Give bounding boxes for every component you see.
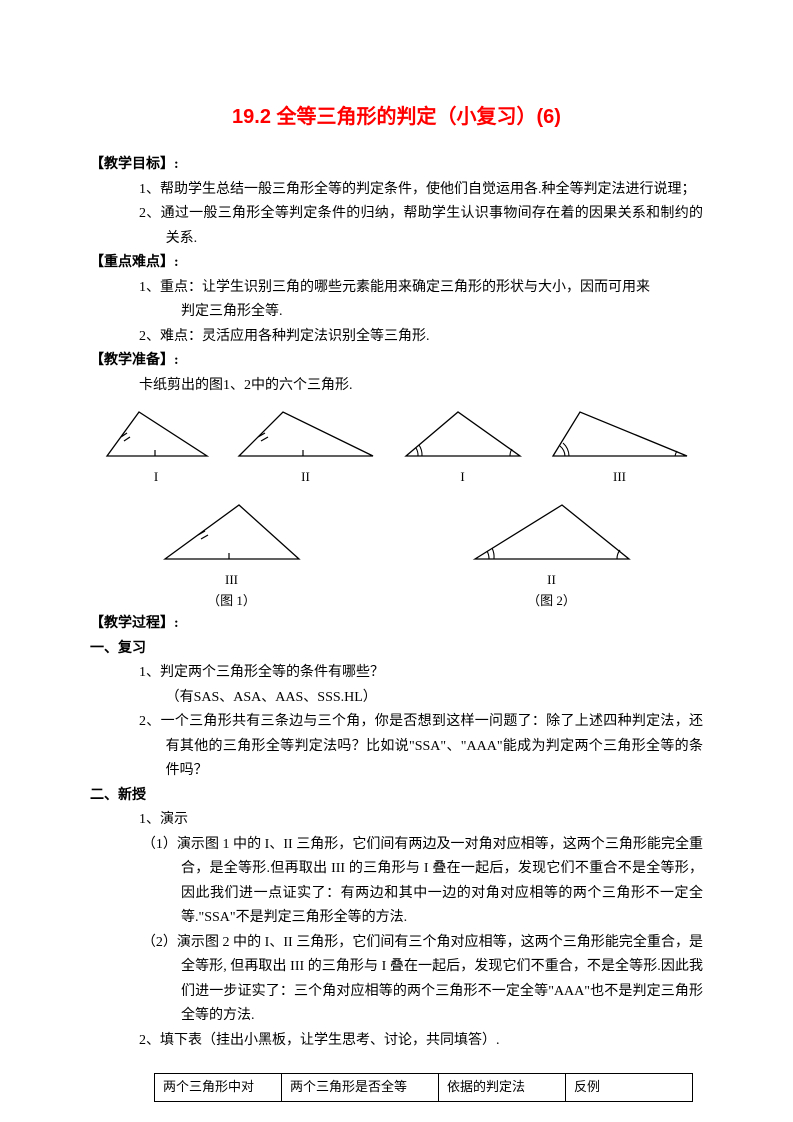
figure-row-1: I II I — [90, 404, 703, 489]
section-goals: 【教学目标】: — [90, 153, 703, 178]
triangle-fig2-III: III — [545, 404, 695, 489]
key-1b: 判定三角形全等. — [90, 300, 703, 325]
new-1: 1、演示 — [90, 808, 703, 833]
triangle-fig1-II: II — [231, 404, 381, 489]
triangle-fig1-III: III （图 1） — [157, 497, 307, 613]
section-process: 【教学过程】: — [90, 612, 703, 637]
fig-label: III — [225, 569, 238, 592]
figure-caption-2: （图 2） — [527, 590, 576, 613]
new-2: 2、填下表（挂出小黑板，让学生思考、讨论，共同填答）. — [90, 1029, 703, 1054]
fig-label: I — [154, 466, 158, 489]
table-header-4: 反例 — [566, 1074, 693, 1102]
key-1a: 1、重点：让学生识别三角的哪些元素能用来确定三角形的形状与大小，因而可用来 — [90, 276, 703, 301]
page-title: 19.2 全等三角形的判定（小复习）(6) — [90, 100, 703, 135]
triangle-fig1-I: I — [99, 404, 214, 489]
goal-2: 2、通过一般三角形全等判定条件的归纳，帮助学生认识事物间存在着的因果关系和制约的… — [90, 202, 703, 251]
h-review: 一、复习 — [90, 637, 703, 662]
triangle-fig2-II: II （图 2） — [467, 497, 637, 613]
table-header-2: 两个三角形是否全等 — [282, 1074, 439, 1102]
section-key-difficulty: 【重点难点】: — [90, 251, 703, 276]
triangle-fig2-I: I — [398, 404, 528, 489]
prep-1: 卡纸剪出的图1、2中的六个三角形. — [90, 374, 703, 399]
fig-label: II — [547, 569, 556, 592]
fig-label: I — [460, 466, 464, 489]
review-1a: （有SAS、ASA、AAS、SSS.HL） — [90, 686, 703, 711]
goal-1: 1、帮助学生总结一般三角形全等的判定条件，使他们自觉运用各.种全等判定法进行说理… — [90, 178, 703, 203]
summary-table: 两个三角形中对 两个三角形是否全等 依据的判定法 反例 — [154, 1073, 693, 1102]
table-header-1: 两个三角形中对 — [155, 1074, 282, 1102]
figure-caption-1: （图 1） — [207, 590, 256, 613]
difficulty-2: 2、难点：灵活应用各种判定法识别全等三角形. — [90, 325, 703, 350]
table-header-3: 依据的判定法 — [439, 1074, 566, 1102]
review-1: 1、判定两个三角形全等的条件有哪些？ — [90, 661, 703, 686]
new-1a: （1）演示图 1 中的 I、II 三角形，它们间有两边及一对角对应相等，这两个三… — [90, 833, 703, 931]
review-2: 2、一个三角形共有三条边与三个角，你是否想到这样一问题了：除了上述四种判定法，还… — [90, 710, 703, 784]
fig-label: II — [301, 466, 310, 489]
section-prep: 【教学准备】: — [90, 349, 703, 374]
fig-label: III — [613, 466, 626, 489]
new-1b: （2）演示图 2 中的 I、II 三角形，它们间有三个角对应相等，这两个三角形能… — [90, 931, 703, 1029]
h-new: 二、新授 — [90, 784, 703, 809]
figure-row-2: III （图 1） II （图 2） — [90, 497, 703, 613]
